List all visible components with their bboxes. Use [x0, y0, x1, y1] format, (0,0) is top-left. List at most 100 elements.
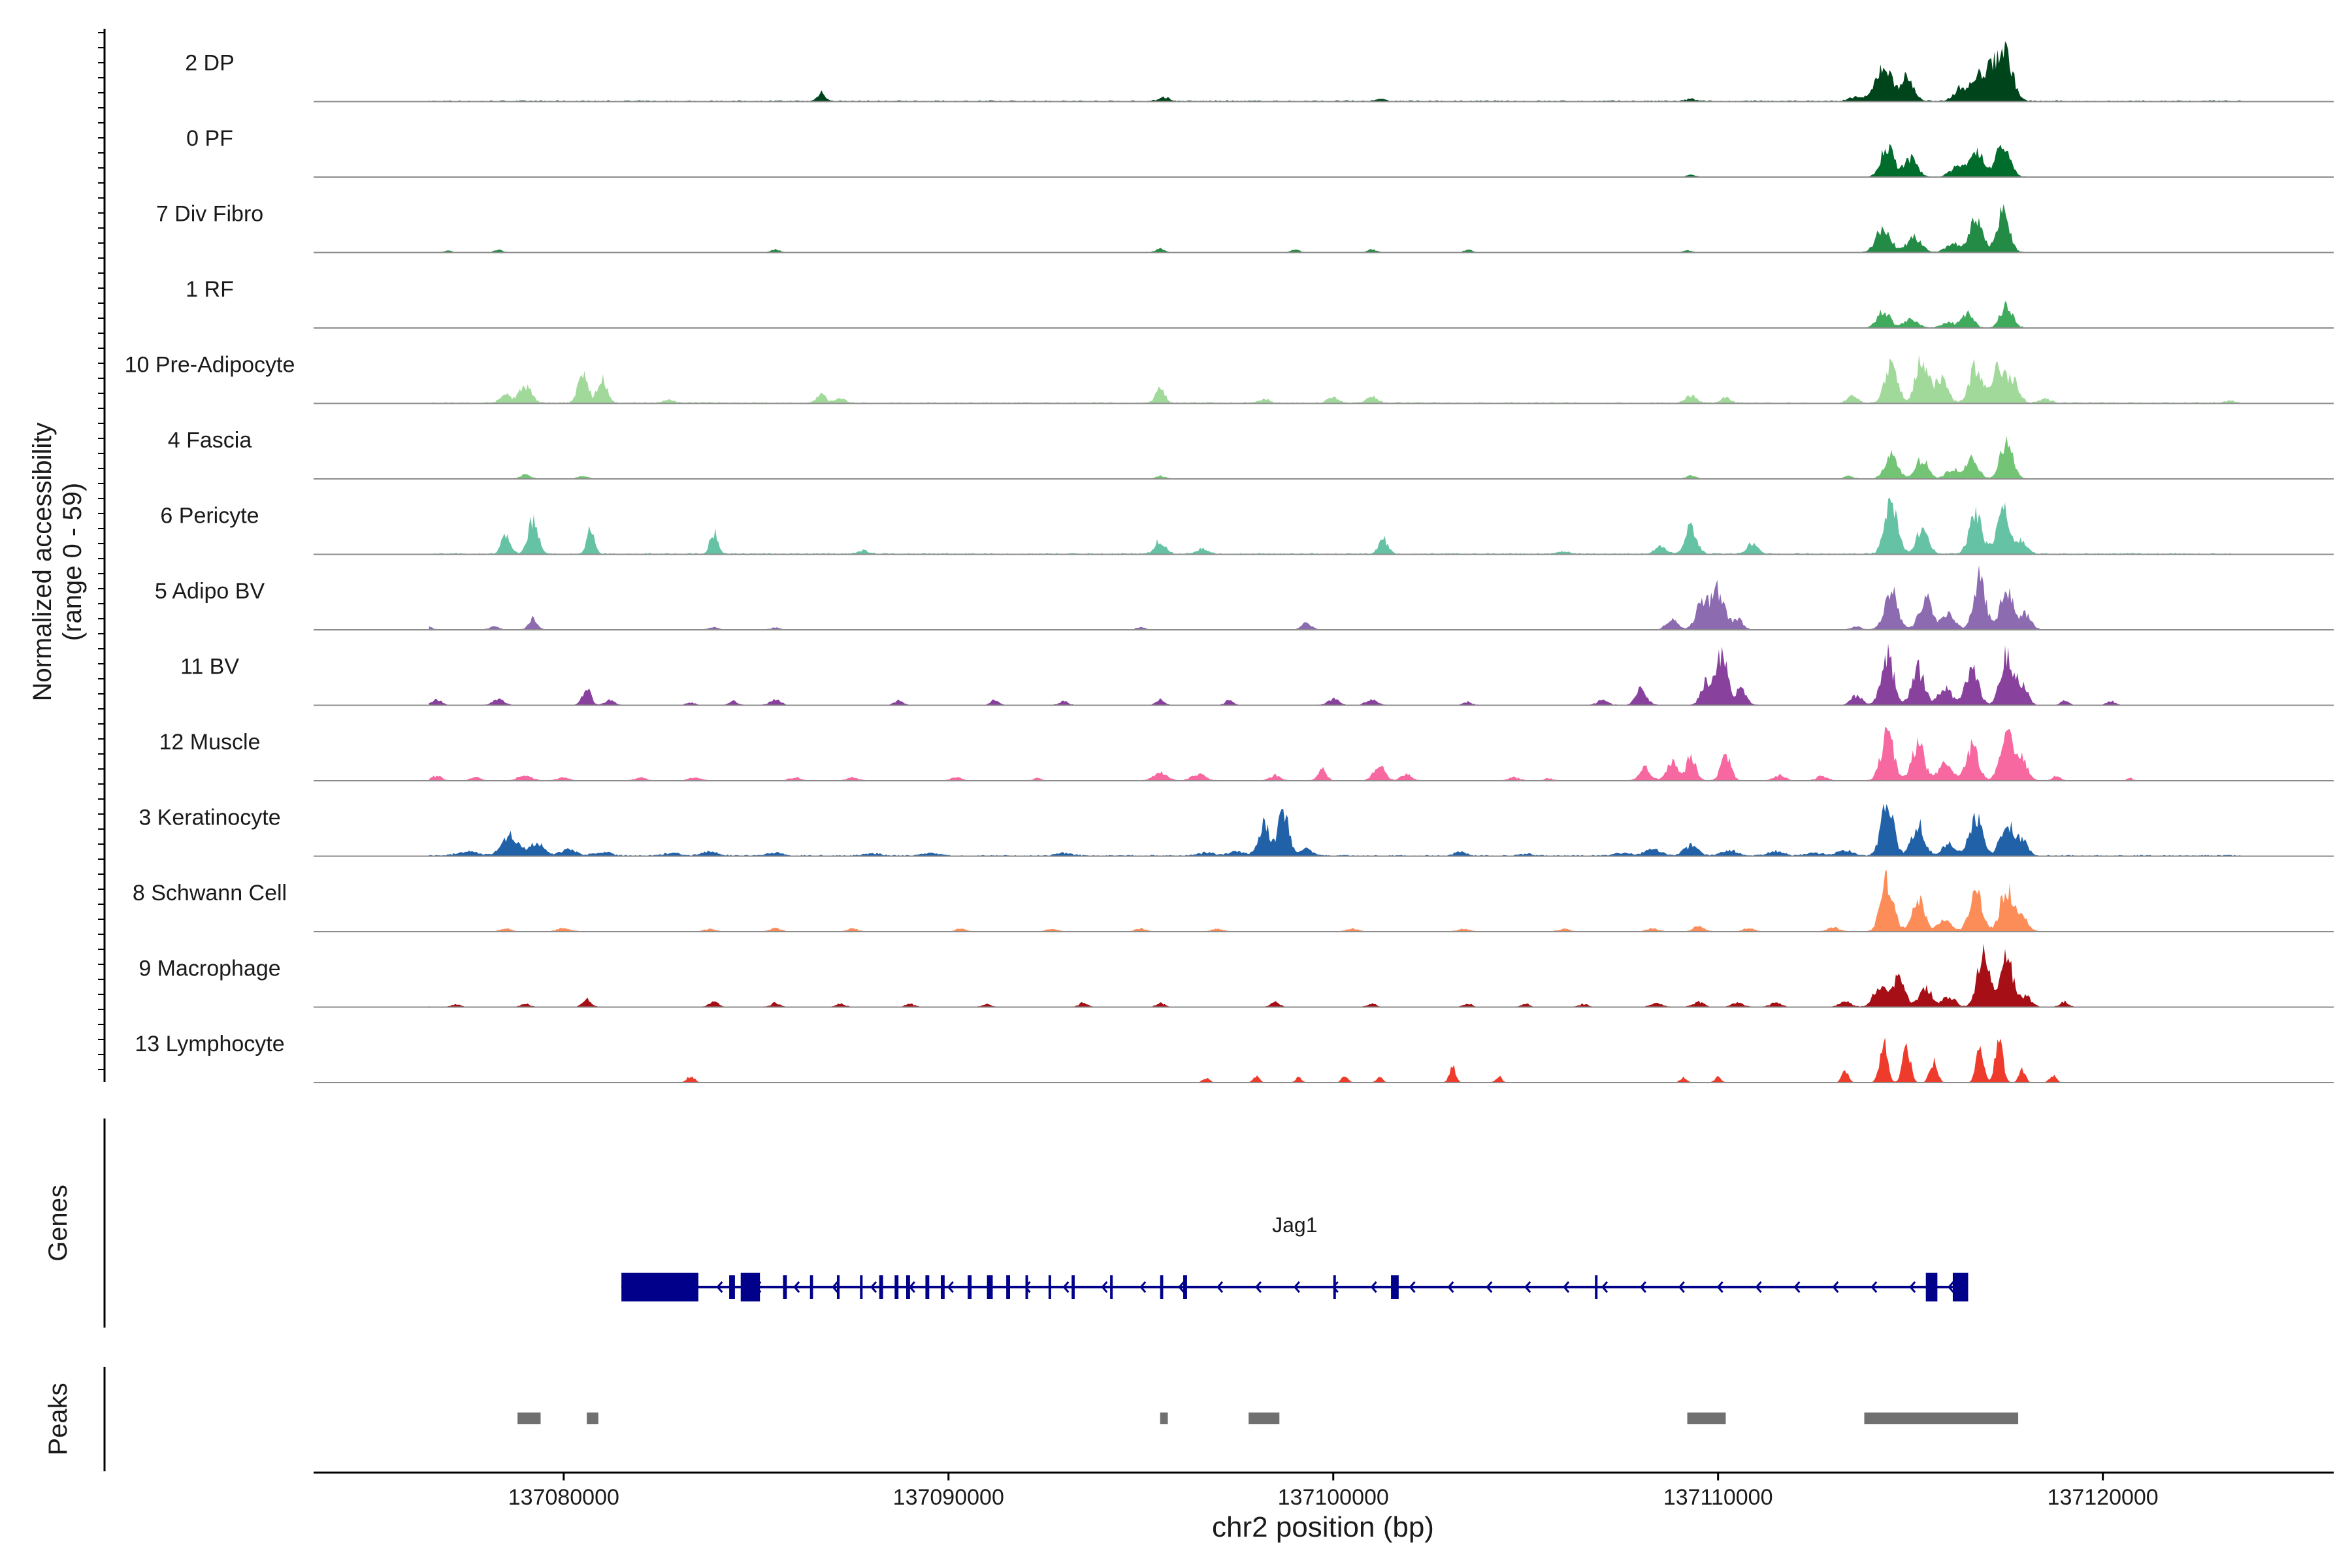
gene-exon [906, 1275, 910, 1299]
track-label: 9 Macrophage [139, 956, 280, 981]
coverage-area [429, 727, 2241, 781]
gene-exon [783, 1275, 787, 1299]
track-label: 3 Keratinocyte [139, 806, 280, 830]
gene-track-label: Genes [44, 1184, 73, 1262]
gene-exon [1048, 1275, 1051, 1299]
gene-exon [879, 1275, 883, 1299]
peak-region [517, 1413, 541, 1424]
coverage-area [429, 354, 2241, 404]
coverage-area [429, 565, 2241, 630]
peak-track-label: Peaks [44, 1382, 73, 1455]
gene-exon [1006, 1275, 1011, 1299]
x-axis-label: chr2 position (bp) [1212, 1511, 1434, 1543]
strand-arrow [1486, 1281, 1493, 1293]
strand-arrow [1832, 1281, 1839, 1293]
gene-exon [1183, 1275, 1187, 1299]
strand-arrow [1909, 1281, 1916, 1293]
peak-region [1249, 1413, 1280, 1424]
gene-exon [1952, 1273, 1968, 1301]
strand-arrow [1870, 1281, 1878, 1293]
coverage-area [429, 870, 2241, 932]
gene-exon [860, 1275, 863, 1299]
strand-arrow [1254, 1281, 1262, 1293]
strand-arrow [1370, 1281, 1377, 1293]
gene-exon [1110, 1275, 1113, 1299]
strand-arrow [1062, 1281, 1070, 1293]
peak-region [1687, 1413, 1726, 1424]
x-tick-label: 137100000 [1278, 1485, 1389, 1510]
strand-arrow [1101, 1281, 1108, 1293]
y-axis-label: Normalized accessibility [28, 423, 57, 702]
track-1-rf: 1 RF [186, 277, 2334, 329]
strand-arrow [1755, 1281, 1762, 1293]
track-13-lymphocyte: 13 Lymphocyte [135, 1032, 2334, 1083]
gene-exon [968, 1275, 972, 1299]
track-6-pericyte: 6 Pericyte [160, 497, 2334, 555]
peak-region [587, 1413, 598, 1424]
track-label: 11 BV [180, 655, 239, 679]
gene-exon [729, 1275, 735, 1299]
gene-exon [621, 1273, 698, 1301]
strand-arrow [908, 1281, 916, 1293]
track-3-keratinocyte: 3 Keratinocyte [139, 804, 2334, 857]
coverage-area [429, 204, 2241, 253]
track-label: 8 Schwann Cell [133, 881, 287, 906]
strand-arrow [1563, 1281, 1570, 1293]
strand-arrow [1024, 1281, 1031, 1293]
gene-name-label: Jag1 [1272, 1213, 1317, 1237]
track-label: 10 Pre-Adipocyte [125, 353, 295, 378]
coverage-area [429, 644, 2241, 706]
strand-arrow [1139, 1281, 1147, 1293]
y-axis [98, 29, 106, 1082]
gene-exon [987, 1275, 993, 1299]
track-label: 5 Adipo BV [155, 579, 265, 604]
coverage-area [429, 436, 2241, 479]
coverage-area [429, 943, 2241, 1007]
x-tick-label: 137090000 [893, 1485, 1004, 1510]
strand-arrow [1793, 1281, 1801, 1293]
strand-arrow [832, 1281, 839, 1293]
gene-exon [836, 1275, 840, 1299]
gene-exon [940, 1275, 945, 1299]
track-label: 2 DP [185, 51, 235, 76]
track-label: 12 Muscle [159, 730, 261, 755]
x-tick-label: 137080000 [508, 1485, 619, 1510]
strand-arrow [1639, 1281, 1647, 1293]
x-tick-label: 137110000 [1663, 1485, 1773, 1510]
gene-exon [1333, 1275, 1336, 1299]
track-label: 1 RF [186, 277, 234, 302]
strand-arrow [1178, 1281, 1185, 1293]
y-axis-range-label: (range 0 - 59) [58, 483, 87, 641]
strand-arrow [1601, 1281, 1609, 1293]
coverage-area [429, 804, 2241, 857]
track-12-muscle: 12 Muscle [159, 727, 2334, 781]
track-10-pre-adipocyte: 10 Pre-Adipocyte [125, 353, 2334, 404]
strand-arrow [1524, 1281, 1531, 1293]
x-axis: 137080000 137090000 137100000 137110000 1371… [314, 1471, 2334, 1510]
track-4-fascia: 4 Fascia [168, 428, 2334, 480]
strand-arrow [870, 1281, 877, 1293]
strand-arrow [1447, 1281, 1454, 1293]
track-0-pf: 0 PF [186, 126, 2334, 178]
track-8-schwann-cell: 8 Schwann Cell [133, 870, 2334, 932]
strand-arrow [793, 1281, 800, 1293]
track-label: 6 Pericyte [160, 504, 259, 529]
coverage-area [429, 497, 2241, 555]
strand-arrow [1293, 1281, 1300, 1293]
coverage-area [429, 1037, 2241, 1083]
strand-arrow [947, 1281, 954, 1293]
gene-track: Genes Jag1 [44, 1119, 1968, 1328]
gene-exon [1025, 1275, 1028, 1299]
strand-arrow [716, 1281, 723, 1293]
track-label: 0 PF [186, 126, 233, 151]
gene-exon [1595, 1275, 1598, 1299]
gene-exon [925, 1275, 930, 1299]
strand-arrow [1948, 1281, 1955, 1293]
strand-arrow [1217, 1281, 1224, 1293]
track-label: 4 Fascia [168, 428, 252, 453]
track-9-macrophage: 9 Macrophage [139, 943, 2334, 1008]
gene-exon [1160, 1275, 1164, 1299]
strand-arrow [1409, 1281, 1416, 1293]
peak-region [1864, 1413, 2019, 1424]
